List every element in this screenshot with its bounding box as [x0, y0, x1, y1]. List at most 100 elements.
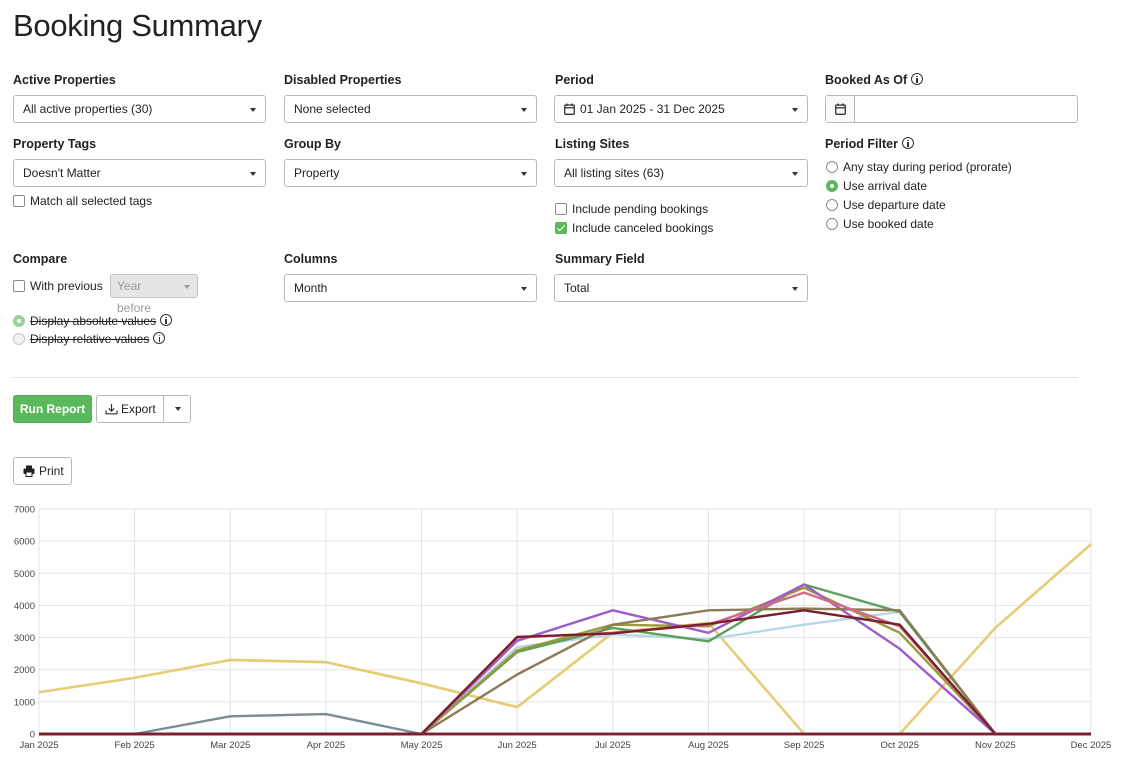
y-tick-label: 5000 [14, 569, 35, 580]
export-dropdown-button[interactable] [164, 396, 190, 422]
info-icon[interactable] [901, 137, 914, 149]
x-tick-label: Jun 2025 [498, 740, 537, 751]
x-tick-label: Apr 2025 [307, 740, 346, 751]
printer-icon [23, 465, 35, 477]
with-previous-checkbox[interactable]: With previous [13, 279, 103, 293]
period-filter-option[interactable]: Use departure date [826, 198, 946, 212]
display-absolute-label: Display absolute values [30, 314, 157, 328]
radio-icon[interactable] [13, 333, 25, 345]
x-tick-label: Oct 2025 [880, 740, 919, 751]
group-by-label: Group By [284, 137, 341, 151]
chevron-down-icon [184, 285, 190, 289]
series-line [39, 586, 1091, 736]
radio-selected-icon[interactable] [826, 180, 838, 192]
x-tick-label: Feb 2025 [115, 740, 155, 751]
disabled-properties-label: Disabled Properties [284, 73, 402, 87]
include-canceled-label: Include canceled bookings [572, 221, 714, 235]
period-select[interactable]: 01 Jan 2025 - 31 Dec 2025 [554, 95, 808, 123]
period-filter-option[interactable]: Any stay during period (prorate) [826, 160, 1012, 174]
checkbox-checked-icon[interactable] [555, 222, 567, 234]
chevron-down-icon [792, 108, 798, 112]
columns-label: Columns [284, 252, 338, 266]
group-by-select[interactable]: Property [284, 159, 537, 187]
info-icon[interactable] [911, 73, 924, 85]
y-tick-label: 0 [30, 730, 35, 741]
property-tags-select[interactable]: Doesn't Matter [13, 159, 266, 187]
y-tick-label: 7000 [14, 505, 35, 516]
disabled-properties-value: None selected [294, 102, 371, 116]
property-tags-value: Doesn't Matter [23, 166, 101, 180]
divider [13, 377, 1078, 378]
display-relative-option[interactable]: Display relative values [13, 332, 166, 346]
x-tick-label: Mar 2025 [210, 740, 250, 751]
y-tick-label: 6000 [14, 537, 35, 548]
radio-selected-icon[interactable] [13, 315, 25, 327]
columns-select[interactable]: Month [284, 274, 537, 302]
x-tick-label: Nov 2025 [975, 740, 1016, 751]
year-before-select[interactable]: Year before [110, 274, 198, 315]
match-all-tags-label: Match all selected tags [30, 194, 153, 208]
export-button-group[interactable]: Export [96, 395, 191, 423]
series-line [39, 583, 1091, 736]
booking-chart: 0 1000 2000 3000 4000 5000 6000 7000 Jan 2025 Fe… [14, 505, 1112, 752]
checkbox-icon[interactable] [555, 203, 567, 215]
period-filter-option-label: Use departure date [843, 198, 946, 212]
checkbox-icon[interactable] [13, 195, 25, 207]
series-line [39, 609, 1091, 736]
print-button[interactable]: Print [13, 457, 72, 485]
chevron-down-icon [792, 172, 798, 176]
summary-field-label: Summary Field [555, 252, 645, 266]
checkbox-icon[interactable] [13, 280, 25, 292]
x-tick-label: Jan 2025 [19, 740, 58, 751]
chevron-down-icon [250, 172, 256, 176]
info-icon[interactable] [160, 314, 173, 326]
include-pending-label: Include pending bookings [572, 202, 709, 216]
property-tags-label: Property Tags [13, 137, 97, 151]
display-absolute-option[interactable]: Display absolute values [13, 314, 173, 328]
include-canceled-checkbox[interactable]: Include canceled bookings [555, 221, 713, 235]
booked-as-of-text: Booked As Of [825, 73, 908, 87]
y-tick-label: 1000 [14, 697, 35, 708]
x-tick-label: Dec 2025 [1071, 740, 1112, 751]
page-title: Booking Summary [13, 8, 262, 43]
listing-sites-select[interactable]: All listing sites (63) [554, 159, 808, 187]
download-icon [105, 404, 118, 415]
period-label: Period [555, 73, 594, 87]
chevron-down-icon [521, 172, 527, 176]
listing-sites-label: Listing Sites [555, 137, 630, 151]
export-button[interactable]: Export [97, 396, 164, 422]
compare-label: Compare [13, 252, 68, 266]
radio-icon[interactable] [826, 161, 838, 173]
period-filter-option[interactable]: Use booked date [826, 217, 934, 231]
display-relative-label: Display relative values [30, 332, 150, 346]
series-line [39, 610, 1091, 736]
x-tick-label: Jul 2025 [595, 740, 631, 751]
calendar-icon [835, 103, 846, 115]
radio-icon[interactable] [826, 199, 838, 211]
booked-as-of-field[interactable] [825, 95, 1078, 123]
series-line [39, 583, 1091, 736]
summary-field-value: Total [564, 281, 590, 295]
calendar-icon [564, 103, 575, 115]
info-icon[interactable] [153, 332, 166, 344]
chevron-down-icon [521, 287, 527, 291]
year-before-value: Year before [117, 279, 152, 315]
run-report-button[interactable]: Run Report [13, 395, 92, 423]
group-by-value: Property [294, 166, 340, 180]
radio-icon[interactable] [826, 218, 838, 230]
active-properties-select[interactable]: All active properties (30) [13, 95, 266, 123]
include-pending-checkbox[interactable]: Include pending bookings [555, 202, 708, 216]
x-tick-label: Aug 2025 [688, 740, 729, 751]
y-tick-label: 2000 [14, 665, 35, 676]
booked-as-of-calendar-button[interactable] [826, 96, 855, 122]
period-filter-label: Period Filter [825, 137, 914, 151]
summary-field-select[interactable]: Total [554, 274, 808, 302]
period-filter-option[interactable]: Use arrival date [826, 179, 927, 193]
disabled-properties-select[interactable]: None selected [284, 95, 537, 123]
listing-sites-value: All listing sites (63) [564, 166, 665, 180]
period-filter-option-label: Use booked date [843, 217, 934, 231]
match-all-tags-checkbox[interactable]: Match all selected tags [13, 194, 152, 208]
y-tick-label: 4000 [14, 601, 35, 612]
export-label: Export [121, 402, 156, 416]
active-properties-value: All active properties (30) [23, 102, 153, 116]
